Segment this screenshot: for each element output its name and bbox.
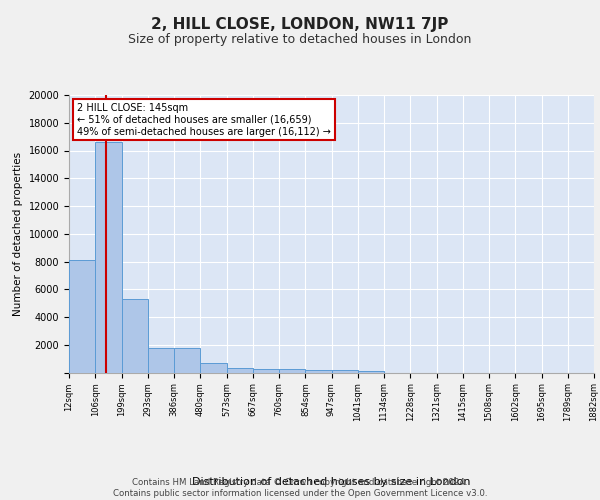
Bar	[200, 363, 227, 372]
X-axis label: Distribution of detached houses by size in London: Distribution of detached houses by size …	[192, 477, 471, 487]
Bar	[174, 348, 200, 372]
Bar	[358, 370, 384, 372]
Bar	[95, 142, 121, 372]
Bar	[305, 370, 331, 372]
Text: 2 HILL CLOSE: 145sqm
← 51% of detached houses are smaller (16,659)
49% of semi-d: 2 HILL CLOSE: 145sqm ← 51% of detached h…	[77, 104, 331, 136]
Bar	[331, 370, 358, 372]
Bar	[121, 299, 148, 372]
Text: Contains HM Land Registry data © Crown copyright and database right 2024.
Contai: Contains HM Land Registry data © Crown c…	[113, 478, 487, 498]
Text: 2, HILL CLOSE, LONDON, NW11 7JP: 2, HILL CLOSE, LONDON, NW11 7JP	[151, 18, 449, 32]
Y-axis label: Number of detached properties: Number of detached properties	[13, 152, 23, 316]
Bar	[279, 370, 305, 372]
Bar	[227, 368, 253, 372]
Text: Size of property relative to detached houses in London: Size of property relative to detached ho…	[128, 32, 472, 46]
Bar	[148, 348, 174, 372]
Bar	[253, 369, 279, 372]
Bar	[69, 260, 95, 372]
